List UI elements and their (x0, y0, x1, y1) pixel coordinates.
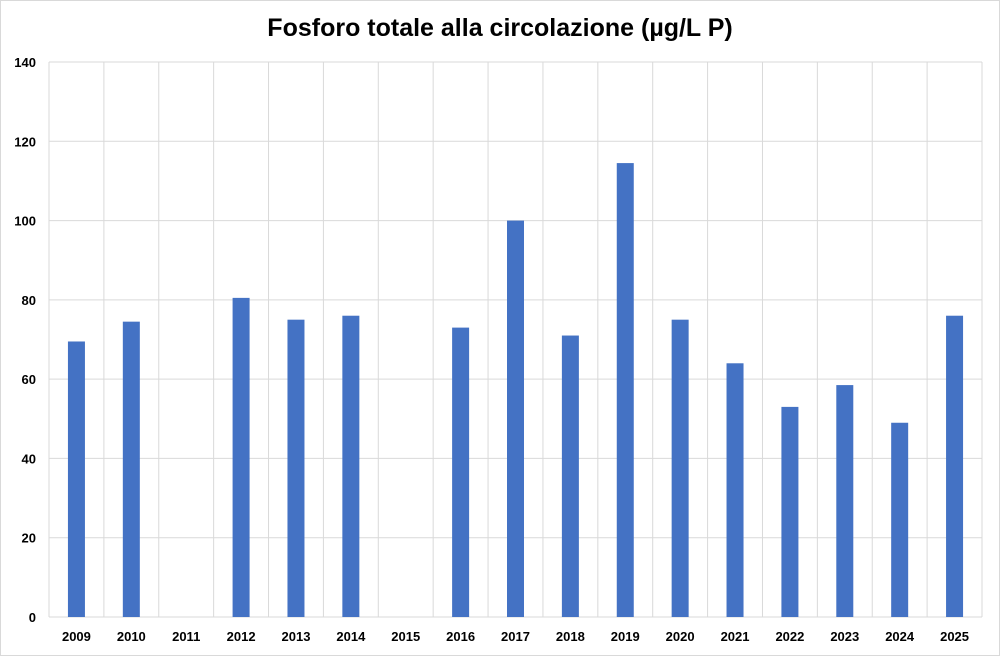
y-axis-ticks: 0 20 40 60 80 100 120 140 (14, 55, 36, 625)
x-tick-label: 2009 (62, 629, 91, 644)
bar-2009 (67, 341, 85, 617)
gridlines (48, 61, 983, 618)
bar-2021 (726, 363, 744, 617)
x-tick-label: 2017 (501, 629, 530, 644)
y-tick-label: 100 (14, 214, 36, 229)
bar-2023 (836, 385, 854, 617)
x-tick-label: 2023 (830, 629, 859, 644)
bar-2024 (891, 422, 909, 617)
x-tick-label: 2014 (336, 629, 366, 644)
chart-title: Fosforo totale alla circolazione (µg/L P… (267, 14, 733, 42)
y-tick-label: 40 (22, 451, 36, 466)
bar-2022 (781, 406, 799, 617)
y-tick-label: 80 (22, 293, 36, 308)
bar-2012 (232, 297, 250, 617)
x-tick-label: 2015 (391, 629, 420, 644)
x-tick-label: 2016 (446, 629, 475, 644)
bar-2010 (122, 321, 140, 617)
x-tick-label: 2012 (227, 629, 256, 644)
y-tick-label: 120 (14, 134, 36, 149)
x-tick-label: 2022 (775, 629, 804, 644)
x-tick-label: 2020 (666, 629, 695, 644)
x-tick-label: 2025 (940, 629, 969, 644)
x-axis-ticks: 2009 2010 2011 2012 2013 2014 2015 2016 2017 2018… (62, 629, 969, 644)
bars (67, 163, 964, 618)
bar-2019 (616, 163, 634, 617)
bar-2013 (287, 319, 305, 617)
x-tick-label: 2010 (117, 629, 146, 644)
x-tick-label: 2011 (172, 629, 200, 644)
y-tick-label: 0 (29, 610, 36, 625)
y-tick-label: 60 (22, 372, 36, 387)
bar-2020 (671, 319, 689, 617)
bar-2018 (561, 335, 579, 617)
x-tick-label: 2021 (721, 629, 750, 644)
bar-2014 (342, 315, 360, 617)
x-tick-label: 2024 (885, 629, 915, 644)
y-tick-label: 140 (14, 55, 36, 70)
x-tick-label: 2013 (282, 629, 311, 644)
x-tick-label: 2019 (611, 629, 640, 644)
y-tick-label: 20 (22, 531, 36, 546)
bar-2016 (452, 327, 470, 617)
x-tick-label: 2018 (556, 629, 585, 644)
bar-2025 (946, 315, 964, 617)
bar-2017 (507, 220, 524, 618)
